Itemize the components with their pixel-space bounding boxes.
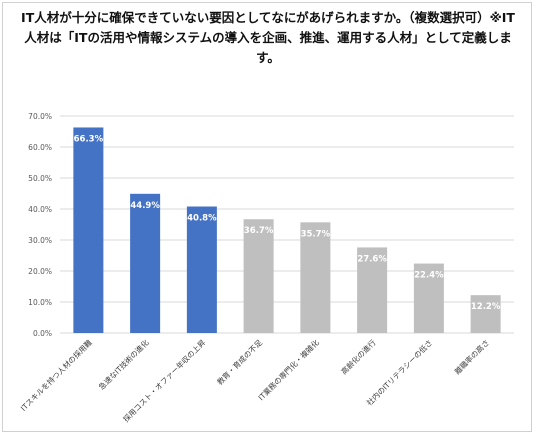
bar (186, 206, 217, 333)
category-label: ITスキルを持つ人材の採用難 (18, 337, 94, 413)
y-tick-label: 20.0% (28, 267, 52, 276)
y-tick-label: 40.0% (28, 205, 52, 214)
bar (243, 219, 274, 333)
category-label: 離職率の高さ (452, 337, 491, 376)
data-label: 12.2% (471, 302, 501, 312)
category-label: 急速なIT技術の進化 (96, 337, 151, 392)
data-label: 27.6% (357, 254, 387, 264)
data-label: 35.7% (301, 229, 331, 239)
category-label: 社内のITリテラシーの低さ (364, 337, 434, 407)
category-label: IT業務の専門化・複雑化 (256, 337, 321, 402)
y-tick-label: 30.0% (28, 236, 52, 245)
bar (300, 222, 331, 333)
data-label: 36.7% (244, 226, 274, 236)
bar (357, 247, 388, 333)
y-tick-label: 60.0% (28, 143, 52, 152)
data-label: 66.3% (74, 134, 104, 144)
data-label: 44.9% (130, 201, 160, 211)
chart-title: IT人材が十分に確保できていない要因としてなにがあげられますか。（複数選択可）※… (21, 10, 515, 65)
category-label: 高齢化の進行 (339, 337, 378, 376)
bar (413, 263, 444, 333)
category-label: 教育・育成の不足 (215, 337, 265, 387)
data-label: 40.8% (187, 214, 217, 224)
data-label: 22.4% (414, 271, 444, 281)
y-tick-label: 0.0% (33, 329, 52, 338)
bar (130, 193, 161, 333)
y-tick-label: 10.0% (28, 298, 52, 307)
y-tick-label: 50.0% (28, 174, 52, 183)
bar (73, 127, 104, 333)
y-tick-label: 70.0% (28, 112, 52, 121)
bar (470, 295, 501, 333)
